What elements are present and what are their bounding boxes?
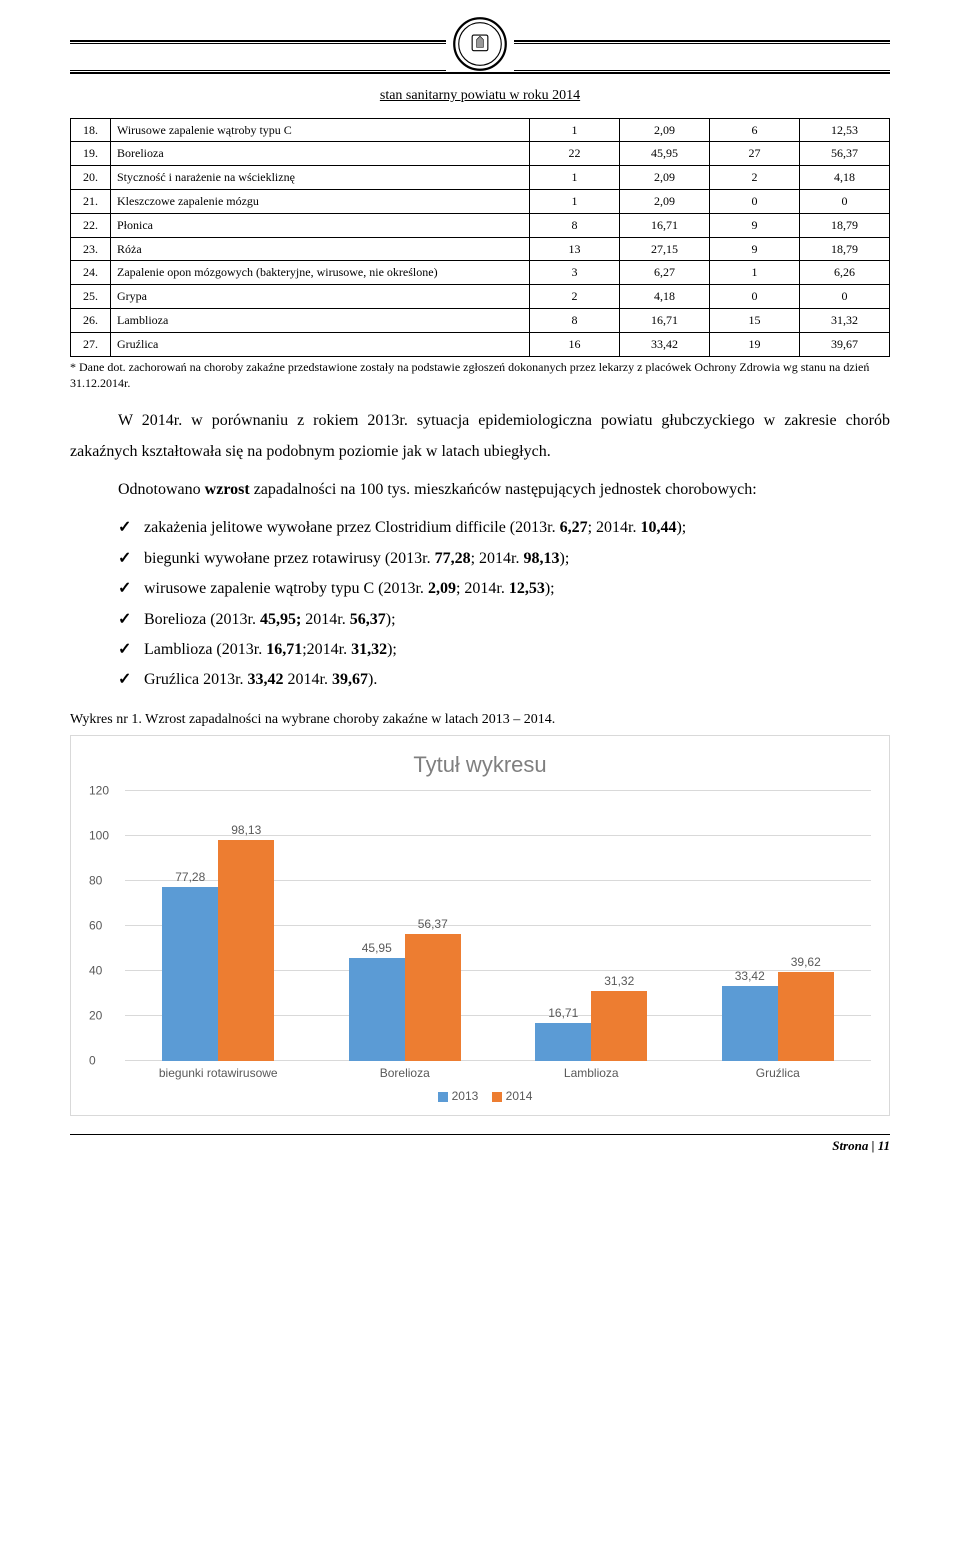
chart-bar: 45,95: [349, 958, 405, 1061]
table-row: 18.Wirusowe zapalenie wątroby typu C12,0…: [71, 118, 890, 142]
bullet-list: zakażenia jelitowe wywołane przez Clostr…: [70, 513, 890, 695]
list-item: wirusowe zapalenie wątroby typu C (2013r…: [118, 574, 890, 604]
chart-container: Tytuł wykresu 02040608010012077,2898,134…: [70, 735, 890, 1115]
table-row: 25.Grypa24,1800: [71, 285, 890, 309]
list-item: Gruźlica 2013r. 33,42 2014r. 39,67).: [118, 665, 890, 695]
chart-bar: 77,28: [162, 887, 218, 1061]
disease-table: 18.Wirusowe zapalenie wątroby typu C12,0…: [70, 118, 890, 357]
table-row: 19.Borelioza2245,952756,37: [71, 142, 890, 166]
table-row: 27.Gruźlica1633,421939,67: [71, 332, 890, 356]
list-item: biegunki wywołane przez rotawirusy (2013…: [118, 544, 890, 574]
chart-bar: 31,32: [591, 991, 647, 1061]
xaxis-label: Lamblioza: [498, 1065, 685, 1082]
table-row: 20.Styczność i narażenie na wściekliznę1…: [71, 166, 890, 190]
doc-title: stan sanitarny powiatu w roku 2014: [70, 86, 890, 106]
chart-bar: 39,62: [778, 972, 834, 1061]
bar-group: 16,7131,32: [498, 791, 685, 1061]
bar-group: 33,4239,62: [685, 791, 872, 1061]
list-item: Lamblioza (2013r. 16,71;2014r. 31,32);: [118, 635, 890, 665]
table-row: 22.Płonica816,71918,79: [71, 213, 890, 237]
xaxis-label: Borelioza: [312, 1065, 499, 1082]
table-row: 24.Zapalenie opon mózgowych (bakteryjne,…: [71, 261, 890, 285]
chart-legend: 2013 2014: [89, 1088, 871, 1105]
xaxis-label: Gruźlica: [685, 1065, 872, 1082]
paragraph-2: Odnotowano wzrost zapadalności na 100 ty…: [70, 475, 890, 505]
table-row: 26.Lamblioza816,711531,32: [71, 308, 890, 332]
table-footnote: * Dane dot. zachorowań na choroby zakaźn…: [70, 359, 890, 393]
emblem-logo: [446, 16, 514, 72]
chart-bar: 16,71: [535, 1023, 591, 1061]
chart-bar: 56,37: [405, 934, 461, 1061]
chart-caption: Wykres nr 1. Wzrost zapadalności na wybr…: [70, 710, 890, 730]
bar-group: 45,9556,37: [312, 791, 499, 1061]
chart-xaxis: biegunki rotawirusoweBoreliozaLambliozaG…: [125, 1065, 871, 1082]
page-header: [70, 40, 890, 76]
table-row: 23.Róża1327,15918,79: [71, 237, 890, 261]
list-item: Borelioza (2013r. 45,95; 2014r. 56,37);: [118, 605, 890, 635]
chart-title: Tytuł wykresu: [89, 750, 871, 781]
page-number: Strona | 11: [70, 1134, 890, 1155]
chart-bar: 98,13: [218, 840, 274, 1061]
table-row: 21.Kleszczowe zapalenie mózgu12,0900: [71, 189, 890, 213]
xaxis-label: biegunki rotawirusowe: [125, 1065, 312, 1082]
chart-bar: 33,42: [722, 986, 778, 1061]
bar-group: 77,2898,13: [125, 791, 312, 1061]
chart-plot: 02040608010012077,2898,1345,9556,3716,71…: [125, 791, 871, 1061]
paragraph-1: W 2014r. w porównaniu z rokiem 2013r. sy…: [70, 406, 890, 467]
list-item: zakażenia jelitowe wywołane przez Clostr…: [118, 513, 890, 543]
